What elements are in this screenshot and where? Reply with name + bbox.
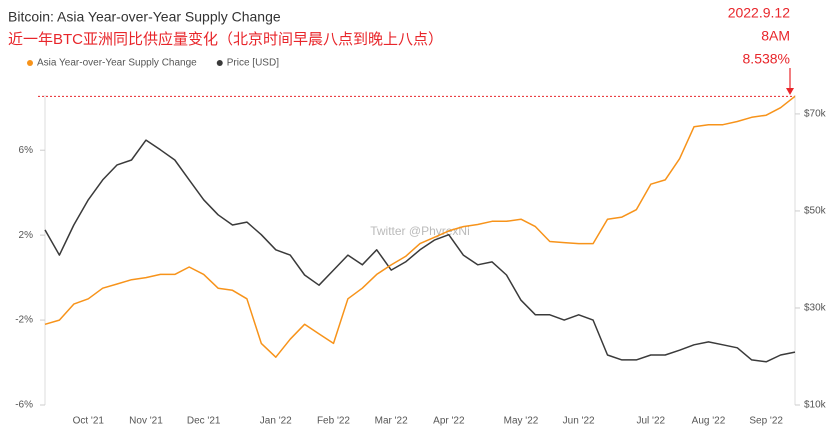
y-tick-label: 6% bbox=[19, 145, 34, 156]
annotation-date: 2022.9.12 bbox=[728, 5, 790, 21]
watermark: Twitter @PhyrexNi bbox=[370, 224, 470, 238]
x-tick-label: Aug '22 bbox=[692, 416, 726, 427]
legend-label: Price [USD] bbox=[227, 58, 279, 69]
legend-marker bbox=[27, 60, 33, 66]
chart-subtitle: 近一年BTC亚洲同比供应量变化（北京时间早晨八点到晚上八点） bbox=[8, 30, 443, 48]
annotation-arrowhead bbox=[786, 88, 794, 95]
series-line bbox=[44, 95, 796, 358]
x-tick-label: Jul '22 bbox=[636, 416, 665, 427]
x-tick-label: Feb '22 bbox=[317, 416, 350, 427]
y-tick-label: -2% bbox=[15, 315, 33, 326]
annotation-time: 8AM bbox=[761, 28, 790, 44]
y2-tick-label: $30k bbox=[804, 303, 827, 314]
legend-label: Asia Year-over-Year Supply Change bbox=[37, 58, 197, 69]
y2-tick-label: $50k bbox=[804, 206, 827, 217]
x-tick-label: Nov '21 bbox=[129, 416, 163, 427]
series-line bbox=[44, 139, 796, 363]
x-tick-label: Apr '22 bbox=[433, 416, 465, 427]
x-tick-label: Sep '22 bbox=[749, 416, 783, 427]
x-tick-label: Jan '22 bbox=[260, 416, 292, 427]
x-tick-label: Mar '22 bbox=[375, 416, 408, 427]
y-tick-label: 2% bbox=[19, 230, 34, 241]
legend-marker bbox=[216, 60, 223, 66]
y2-tick-label: $70k bbox=[804, 109, 827, 120]
x-tick-label: Oct '21 bbox=[73, 416, 105, 427]
x-tick-label: May '22 bbox=[504, 416, 539, 427]
x-tick-label: Jun '22 bbox=[563, 416, 595, 427]
y2-tick-label: $10k bbox=[804, 400, 827, 411]
x-tick-label: Dec '21 bbox=[187, 416, 221, 427]
chart-title: Bitcoin: Asia Year-over-Year Supply Chan… bbox=[8, 9, 281, 25]
y-tick-label: -6% bbox=[15, 400, 33, 411]
annotation-value: 8.538% bbox=[743, 51, 790, 67]
